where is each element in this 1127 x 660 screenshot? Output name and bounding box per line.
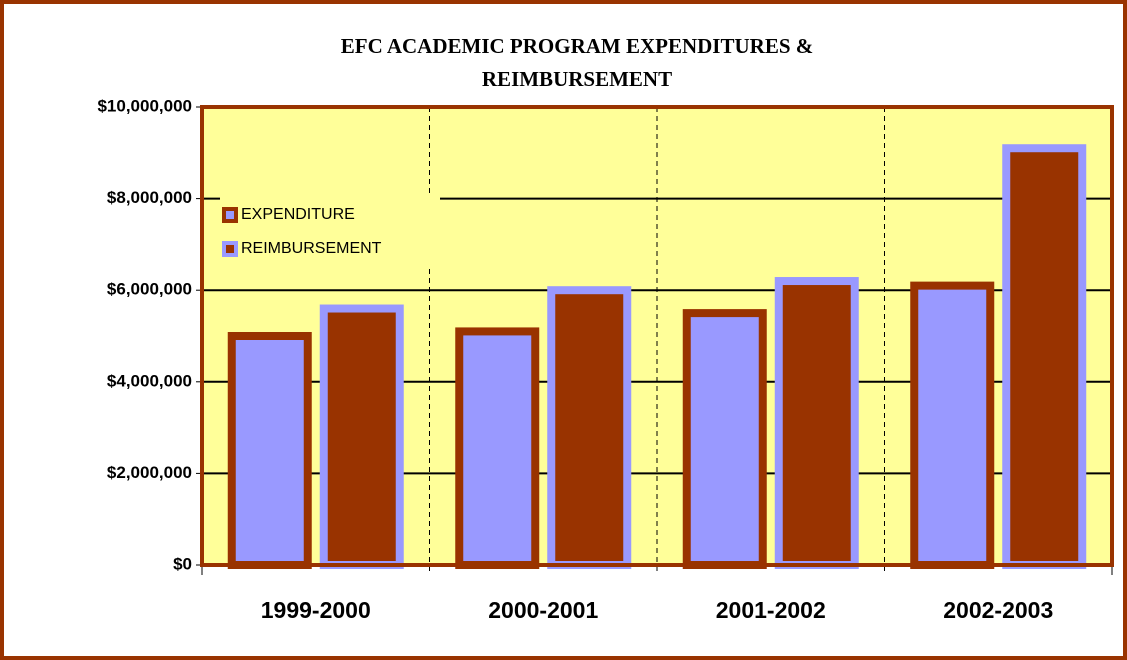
bar	[455, 327, 540, 570]
legend-label: REIMBURSEMENT	[241, 240, 382, 257]
y-tick-label: $2,000,000	[107, 463, 192, 482]
bar	[547, 286, 632, 569]
legend-swatch	[222, 207, 238, 223]
x-tick-label: 2002-2003	[943, 597, 1053, 623]
y-tick-label: $0	[173, 554, 192, 573]
y-tick-label: $10,000,000	[97, 96, 192, 115]
chart-title: REIMBURSEMENT	[482, 67, 672, 91]
bar	[774, 277, 859, 569]
bar	[319, 304, 404, 569]
y-tick-label: $8,000,000	[107, 188, 192, 207]
bar	[682, 309, 767, 569]
y-tick-label: $6,000,000	[107, 280, 192, 299]
bar	[1002, 144, 1087, 569]
x-tick-label: 2000-2001	[488, 597, 598, 623]
bar	[227, 332, 312, 569]
chart-title: EFC ACADEMIC PROGRAM EXPENDITURES &	[341, 34, 814, 58]
legend-label: EXPENDITURE	[241, 206, 355, 223]
x-tick-label: 1999-2000	[261, 597, 371, 623]
bar	[910, 281, 995, 569]
legend-box	[220, 195, 440, 265]
plot-border	[200, 105, 1114, 567]
x-tick-label: 2001-2002	[716, 597, 826, 623]
legend-swatch	[222, 241, 238, 257]
y-tick-label: $4,000,000	[107, 371, 192, 390]
